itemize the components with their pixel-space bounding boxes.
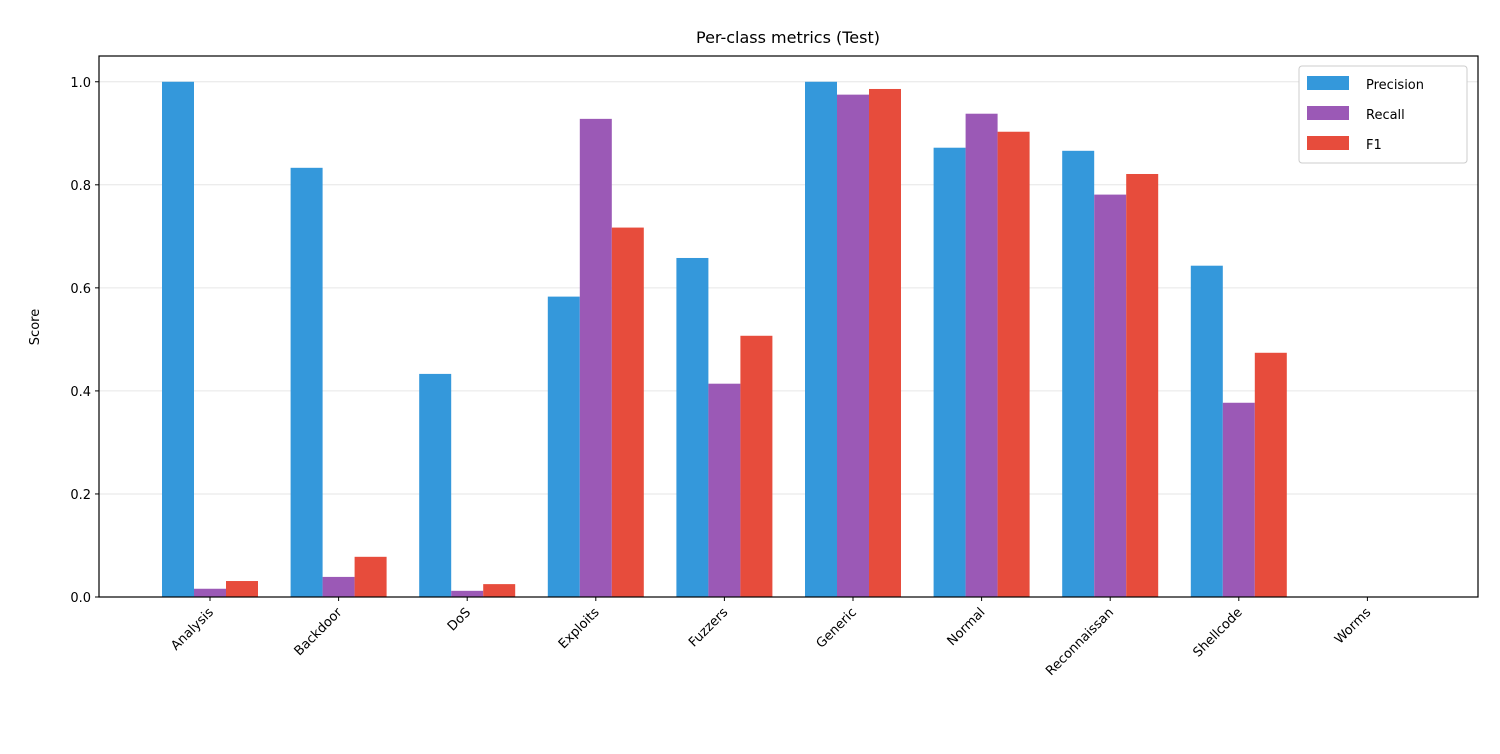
x-ticks: Analysis Backdoor DoS Exploits Fuzzers Generi…	[168, 597, 1374, 679]
bar-recall-dos	[451, 590, 484, 597]
bar-precision-exploits	[547, 296, 580, 597]
legend-label: Recall	[1366, 108, 1405, 123]
y-ticks: 0.0 0.2 0.4 0.6 0.8 1.0	[70, 76, 99, 606]
bar-f1-dos	[483, 584, 516, 597]
legend: Precision Recall F1	[1298, 65, 1468, 164]
chart-title: Per-class metrics (Test)	[696, 28, 880, 47]
x-tick-label: Exploits	[556, 605, 603, 652]
bar-recall-backdoor	[322, 576, 355, 597]
y-tick-label: 0.8	[70, 179, 91, 194]
bar-recall-generic	[837, 94, 869, 598]
bar-f1-exploits	[611, 227, 644, 597]
legend-label: F1	[1366, 138, 1382, 153]
bar-precision-shellcode	[1190, 265, 1223, 597]
legend-swatch	[1307, 76, 1349, 90]
y-tick-label: 0.4	[70, 385, 91, 400]
y-axis-label: Score	[28, 309, 43, 345]
x-tick-label: Generic	[814, 605, 860, 651]
x-tick-label: Analysis	[168, 605, 217, 654]
bar-recall-analysis	[194, 588, 226, 597]
bar-f1-normal	[997, 131, 1030, 598]
plot-frame	[98, 55, 1479, 598]
bar-precision-backdoor	[290, 167, 323, 597]
bar-precision-normal	[933, 147, 966, 597]
x-tick-label: Backdoor	[292, 605, 346, 659]
bar-precision-dos	[419, 373, 452, 597]
bar-recall-shellcode	[1222, 402, 1255, 597]
bar-recall-fuzzers	[708, 383, 741, 597]
legend-swatch	[1307, 106, 1349, 120]
bar-f1-analysis	[226, 581, 258, 597]
x-tick-label: Fuzzers	[686, 605, 731, 650]
bar-recall-exploits	[579, 118, 612, 598]
y-tick-label: 0.6	[70, 282, 91, 297]
bars	[162, 81, 1287, 598]
bar-f1-fuzzers	[740, 335, 773, 597]
x-tick-label: Normal	[945, 605, 989, 649]
bar-recall-normal	[965, 113, 998, 597]
bar-f1-reconnaissan	[1126, 173, 1159, 598]
y-tick-label: 0.2	[70, 488, 91, 503]
bar-precision-analysis	[162, 81, 194, 597]
bar-recall-reconnaissan	[1094, 194, 1127, 597]
y-tick-label: 0.0	[70, 591, 91, 606]
legend-label: Precision	[1366, 78, 1424, 93]
x-tick-label: Reconnaissan	[1043, 605, 1117, 679]
bar-f1-backdoor	[354, 556, 387, 597]
legend-swatch	[1307, 136, 1349, 150]
y-tick-label: 1.0	[70, 76, 91, 91]
bar-f1-shellcode	[1254, 352, 1287, 597]
x-tick-label: Shellcode	[1190, 605, 1245, 660]
x-tick-label: Worms	[1332, 605, 1374, 647]
bar-precision-fuzzers	[676, 257, 709, 597]
bar-f1-generic	[869, 88, 901, 598]
bar-precision-generic	[805, 81, 837, 597]
x-tick-label: DoS	[445, 605, 474, 634]
bar-precision-reconnaissan	[1062, 150, 1095, 597]
